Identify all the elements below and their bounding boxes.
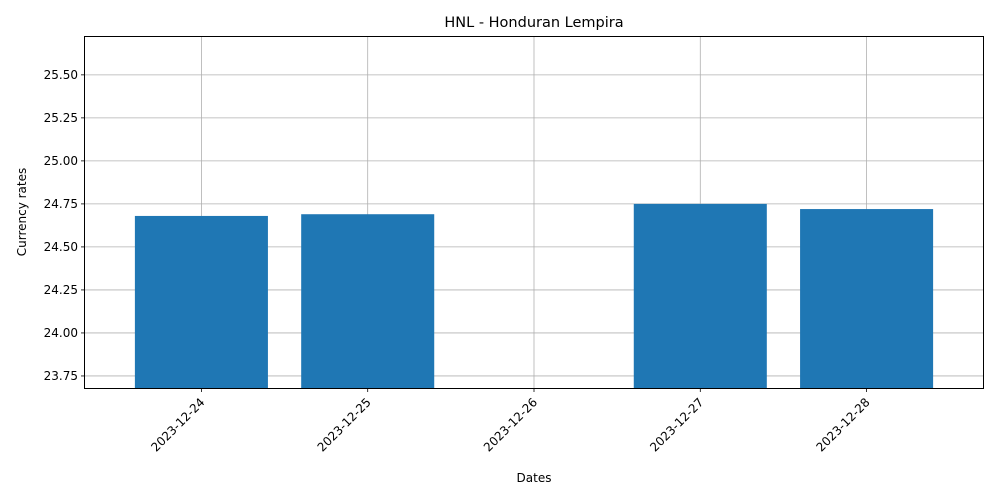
bar-2023-12-28 [800,209,934,388]
y-tick-label: 23.75 [44,369,78,383]
x-tick-label: 2023-12-28 [813,395,872,454]
y-tick-label: 24.25 [44,283,78,297]
y-tick-label: 24.75 [44,197,78,211]
y-axis-label: Currency rates [15,168,29,257]
bars [134,203,934,388]
y-axis: 23.75 24.00 24.25 24.50 24.75 25.00 25.25 25.50 [44,68,85,383]
y-tick-label: 24.00 [44,326,78,340]
x-axis: 2023-12-24 2023-12-25 2023-12-26 2023-12-27… [148,388,873,454]
y-tick-label: 25.00 [44,154,78,168]
x-axis-label: Dates [517,471,552,485]
y-tick-label: 24.50 [44,240,78,254]
x-tick-label: 2023-12-26 [481,395,540,454]
bar-2023-12-27 [633,203,767,388]
x-tick-label: 2023-12-27 [647,395,706,454]
y-tick-label: 25.25 [44,111,78,125]
x-tick-label: 2023-12-24 [148,395,207,454]
bar-2023-12-24 [134,215,268,388]
chart-title: HNL - Honduran Lempira [444,15,623,31]
x-tick-label: 2023-12-25 [315,395,374,454]
y-tick-label: 25.50 [44,68,78,82]
bar-2023-12-25 [301,214,435,388]
